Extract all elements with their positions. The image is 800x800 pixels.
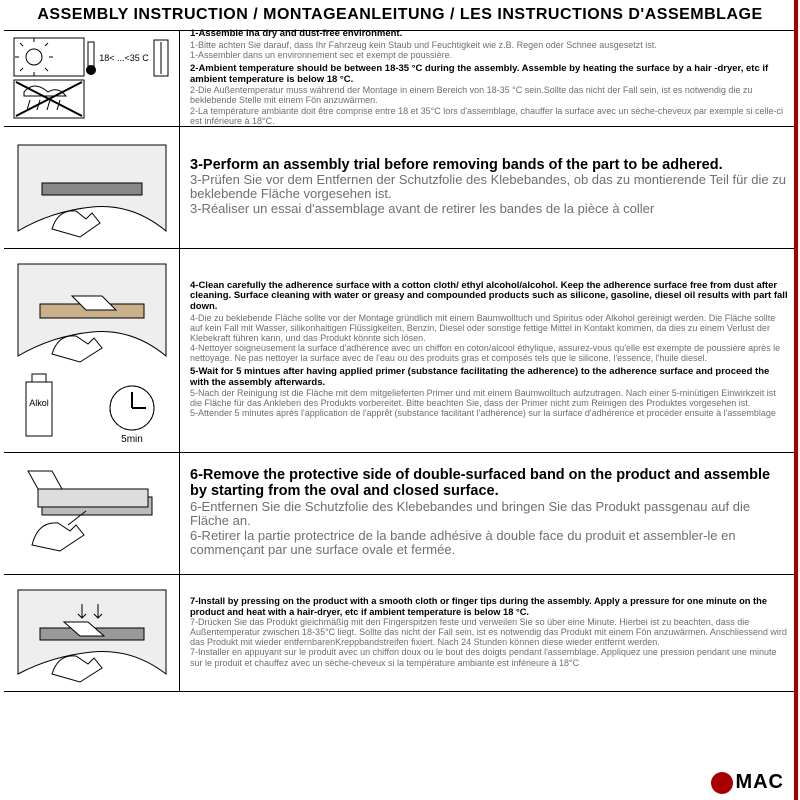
step-heading: 5-Wait for 5 mintues after having applie… — [190, 367, 788, 388]
illustration-trial — [4, 127, 180, 248]
page-title: ASSEMBLY INSTRUCTION / MONTAGEANLEITUNG … — [4, 4, 796, 30]
svg-text:5min: 5min — [121, 434, 143, 445]
step-translation: 1-Assembler dans un environnement sec et… — [190, 50, 788, 60]
svg-text:Alkol: Alkol — [29, 398, 49, 408]
instruction-step: 6-Remove the protective side of double-s… — [190, 467, 788, 558]
instruction-step: 2-Ambient temperature should be between … — [190, 64, 788, 126]
instruction-step: 4-Clean carefully the adherence surface … — [190, 281, 788, 363]
step-translation: 7-Drücken Sie das Produkt gleichmäßig mi… — [190, 617, 788, 647]
step-heading: 3-Perform an assembly trial before remov… — [190, 157, 788, 173]
illustration-clean-wait: Alkol 5min — [4, 249, 180, 452]
step-text-4: 6-Remove the protective side of double-s… — [180, 453, 796, 574]
step-row-4: 6-Remove the protective side of double-s… — [4, 452, 796, 574]
instruction-step: 7-Install by pressing on the product wit… — [190, 596, 788, 667]
brand-logo: MAC — [711, 771, 784, 794]
step-translation: 7-Installer en appuyant sur le produit a… — [190, 647, 788, 667]
step-row-1: 18< ...<35 C 1-Assemble ina dry and dust… — [4, 30, 796, 126]
step-text-1: 1-Assemble ina dry and dust-free environ… — [180, 31, 796, 126]
step-translation: 4-Die zu beklebende Fläche sollte vor de… — [190, 313, 788, 343]
instruction-step: 1-Assemble ina dry and dust-free environ… — [190, 29, 788, 60]
step-translation: 2-La température ambiante doit être comp… — [190, 106, 788, 126]
step-translation: 6-Entfernen Sie die Schutzfolie des Kleb… — [190, 500, 788, 529]
step-heading: 6-Remove the protective side of double-s… — [190, 467, 788, 499]
step-translation: 3-Prüfen Sie vor dem Entfernen der Schut… — [190, 173, 788, 202]
illustration-press — [4, 575, 180, 691]
illustration-environment: 18< ...<35 C — [4, 31, 180, 126]
svg-text:18< ...<35 C: 18< ...<35 C — [99, 53, 149, 63]
step-heading: 2-Ambient temperature should be between … — [190, 64, 788, 85]
footer: MAC — [4, 765, 796, 800]
step-translation: 4-Nettoyer soigneusement la surface d'ad… — [190, 343, 788, 363]
step-heading: 7-Install by pressing on the product wit… — [190, 596, 788, 617]
step-row-3: Alkol 5min 4-Clean carefully the adheren… — [4, 248, 796, 452]
steps-container: 18< ...<35 C 1-Assemble ina dry and dust… — [4, 30, 796, 765]
step-translation: 6-Retirer la partie protectrice de la ba… — [190, 529, 788, 558]
step-translation: 5-Nach der Reinigung ist die Fläche mit … — [190, 388, 788, 408]
instruction-step: 3-Perform an assembly trial before remov… — [190, 157, 788, 217]
step-translation: 1-Bitte achten Sie darauf, dass Ihr Fahr… — [190, 40, 788, 50]
step-heading: 4-Clean carefully the adherence surface … — [190, 281, 788, 313]
step-text-5: 7-Install by pressing on the product wit… — [180, 575, 796, 691]
logo-circle-icon — [711, 772, 733, 794]
instruction-step: 5-Wait for 5 mintues after having applie… — [190, 367, 788, 418]
step-row-2: 3-Perform an assembly trial before remov… — [4, 126, 796, 248]
step-row-5: 7-Install by pressing on the product wit… — [4, 574, 796, 692]
step-text-3: 4-Clean carefully the adherence surface … — [180, 249, 796, 452]
instruction-sheet: ASSEMBLY INSTRUCTION / MONTAGEANLEITUNG … — [0, 0, 800, 800]
step-translation: 5-Attender 5 minutes après l'application… — [190, 408, 788, 418]
illustration-peel — [4, 453, 180, 574]
step-translation: 2-Die Außentemperatur muss während der M… — [190, 85, 788, 105]
step-text-2: 3-Perform an assembly trial before remov… — [180, 127, 796, 248]
accent-stripe — [794, 0, 798, 800]
step-translation: 3-Réaliser un essai d'assemblage avant d… — [190, 202, 788, 217]
step-heading: 1-Assemble ina dry and dust-free environ… — [190, 29, 788, 40]
logo-text: MAC — [735, 771, 784, 794]
